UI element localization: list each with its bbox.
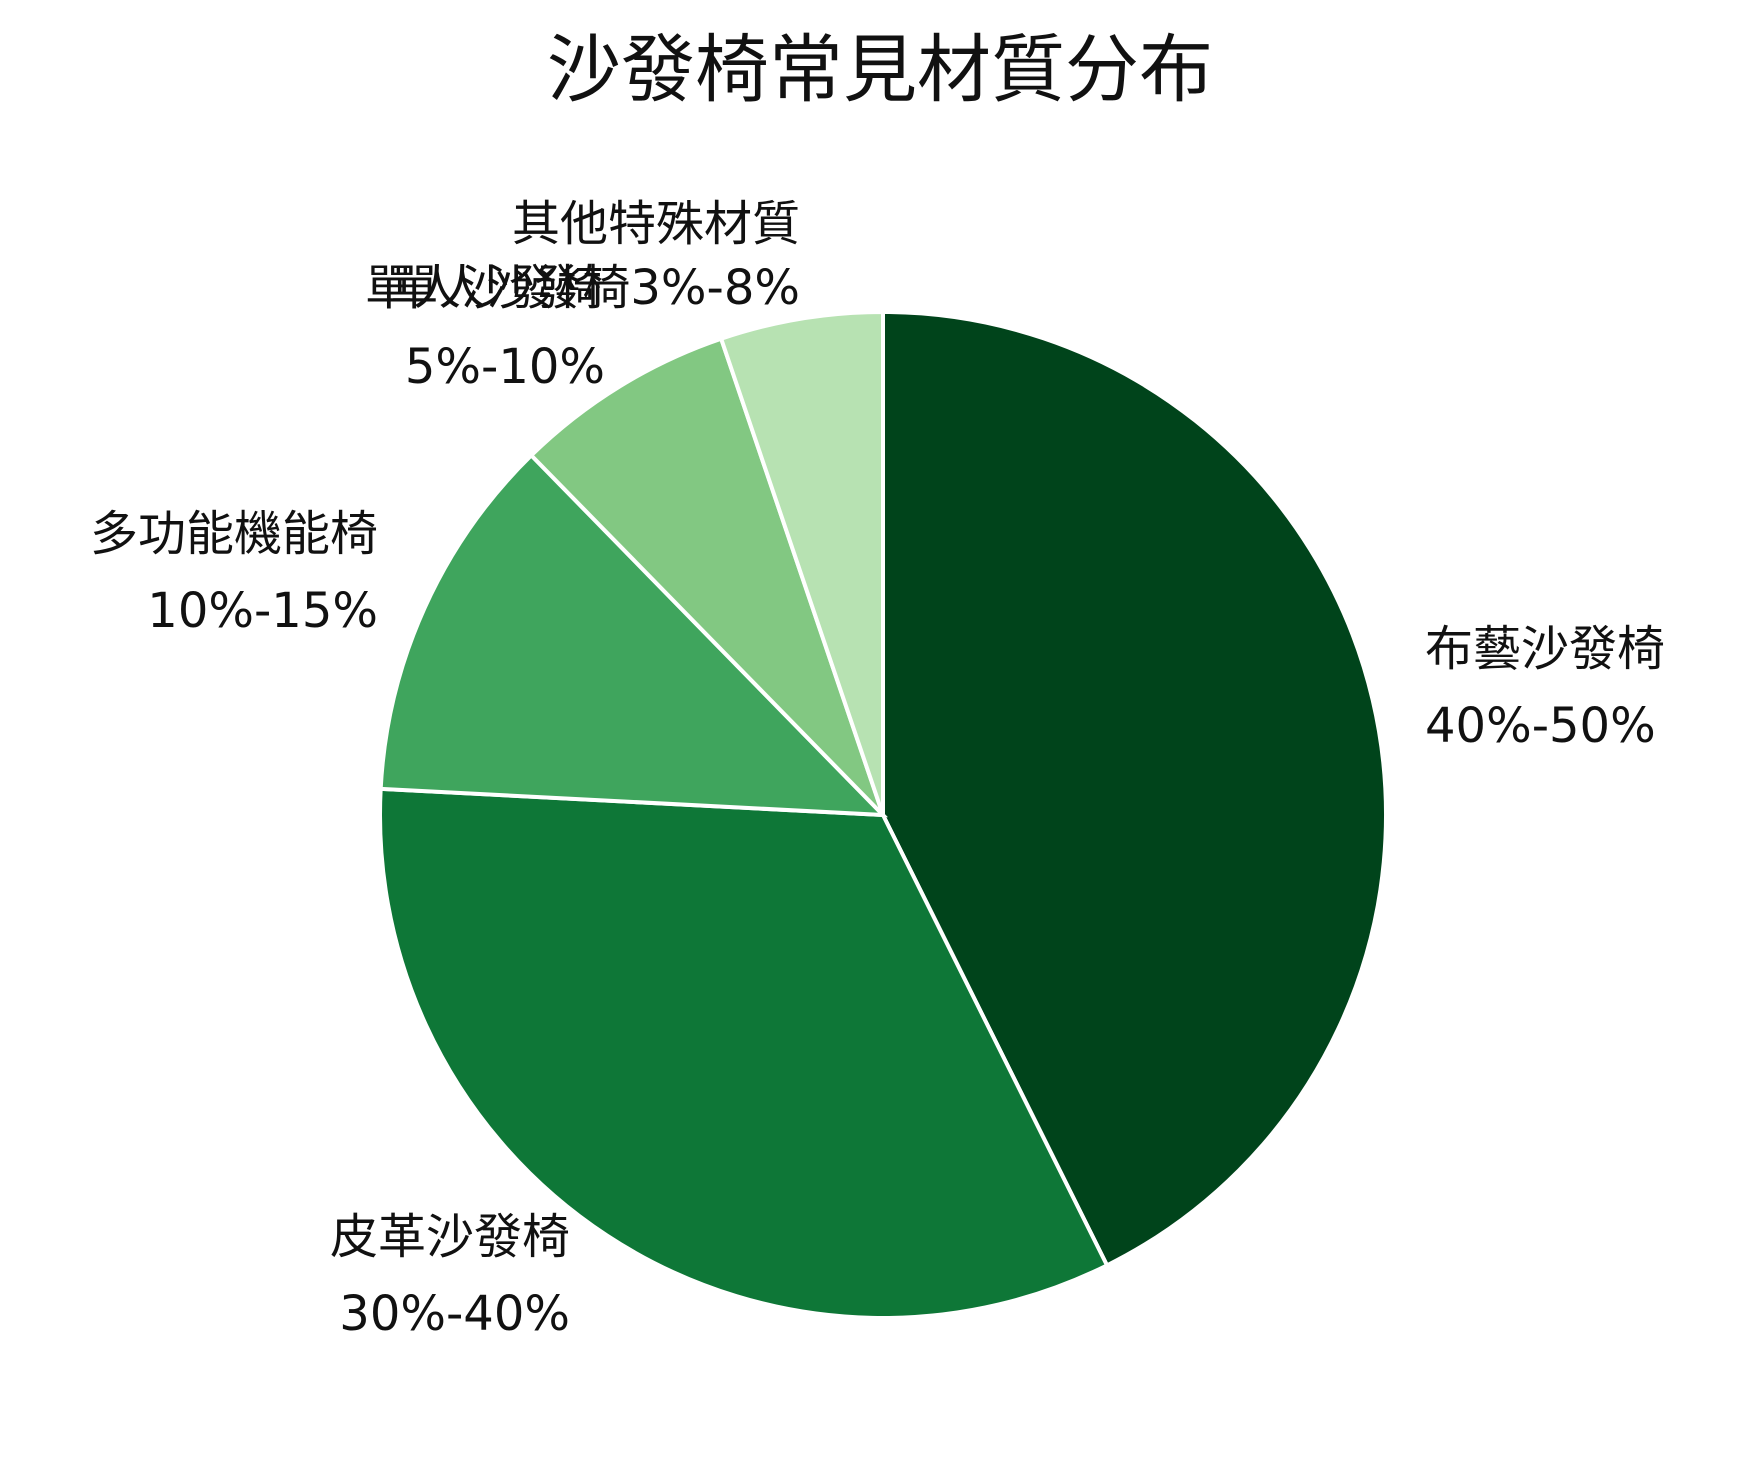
pie-slice-label: 布藝沙發椅 40%-50% <box>1425 621 1665 754</box>
pie-slices <box>378 309 1388 1320</box>
pie-slice-label: 單人沙發椅 5%-10% <box>365 260 605 395</box>
pie-slice <box>378 786 1110 1320</box>
pie-slice <box>378 452 889 818</box>
pie-slice <box>718 309 885 816</box>
pie-slice <box>528 336 885 817</box>
pie-slice <box>881 309 1388 1269</box>
pie-slice-label: 多功能機能椅 10%-15% <box>90 506 378 639</box>
pie-labels: 布藝沙發椅 40%-50% 皮革沙發椅 30%-40% 多功能機能椅 10%-15% 單人沙… <box>90 196 1665 1342</box>
pie-slice-label: 其他特殊材質單人沙發椅3%-8% <box>390 196 800 316</box>
pie-slice-label: 皮革沙發椅 30%-40% <box>330 1209 570 1342</box>
chart-title: 沙發椅常見材質分布 <box>547 27 1213 113</box>
